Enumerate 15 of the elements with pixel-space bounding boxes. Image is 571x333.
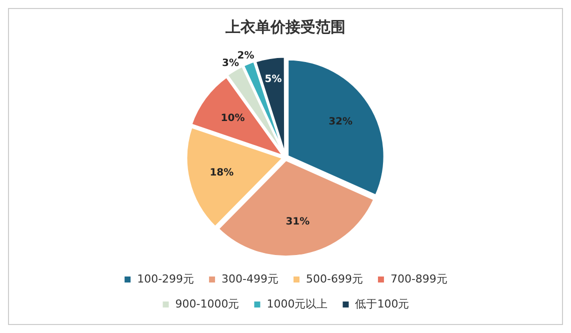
legend-label: 500-699元 xyxy=(306,272,363,286)
legend-label: 700-899元 xyxy=(390,272,448,286)
data-label: 5% xyxy=(264,74,282,85)
legend-label: 300-499元 xyxy=(222,272,279,286)
data-label: 10% xyxy=(220,113,245,124)
data-label: 18% xyxy=(210,167,234,178)
legend-label: 低于100元 xyxy=(355,297,410,310)
data-label: 32% xyxy=(328,116,353,128)
legend-label: 900-1000元 xyxy=(175,297,240,310)
data-label: 3% xyxy=(222,58,239,69)
legend-label: 1000元以上 xyxy=(266,297,328,310)
data-label: 31% xyxy=(286,216,310,228)
legend-label: 100-299元 xyxy=(137,272,194,286)
data-label: 2% xyxy=(237,50,254,62)
chart-title: 上衣单价接受范围 xyxy=(224,18,346,36)
